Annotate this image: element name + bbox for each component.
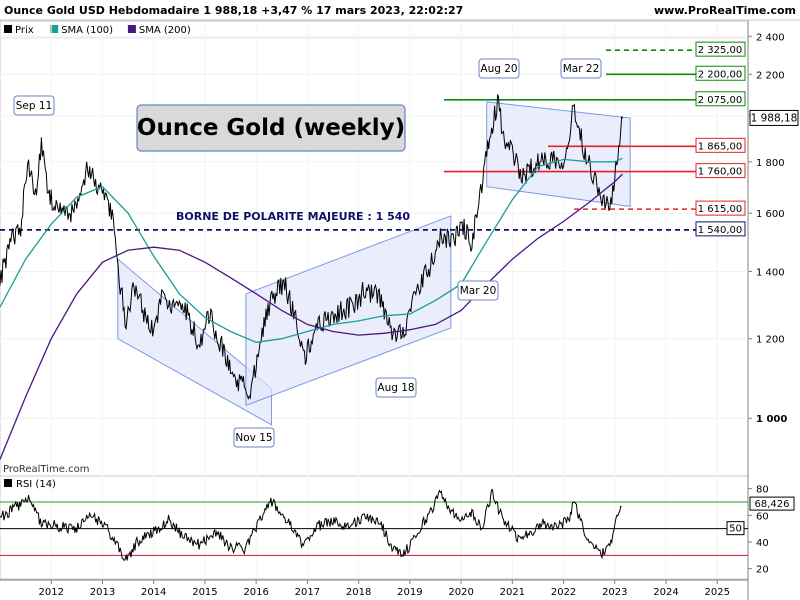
price-levels: 2 325,00 2 200,00 2 075,00 1 865,00 1 760,00… — [0, 41, 746, 237]
x-tick-label-9: 2021 — [500, 587, 525, 598]
annotation-1: Nov 15 — [235, 432, 272, 444]
level-label-3: 1 865,00 — [698, 141, 743, 152]
level-label-6: 1 540,00 — [698, 225, 743, 236]
level-label-box-4 — [695, 163, 746, 179]
legend-label-2: SMA (200) — [139, 25, 191, 36]
annotations: Sep 11 Nov 15 Aug 18 Mar 20 Aug 20 Mar 22 — [13, 58, 602, 448]
rsi-panel: RSI (14) 20 40 60 80 68,426 50 — [0, 479, 795, 576]
x-tick-label-12: 2024 — [653, 587, 678, 598]
y-tick-label-4: 1 800 — [756, 158, 785, 169]
x-tick-label-2: 2014 — [141, 587, 166, 598]
x-tick-label-8: 2020 — [448, 587, 473, 598]
current-price-box — [749, 109, 799, 126]
series-sma-200 — [0, 173, 623, 460]
watermark: ProRealTime.com — [3, 464, 89, 475]
x-tick-label-3: 2015 — [192, 587, 217, 598]
level-label-box-0 — [695, 41, 746, 57]
rsi-tick-label-3: 80 — [756, 485, 769, 496]
y-tick-label-1: 1 200 — [756, 335, 785, 346]
x-tick-label-11: 2023 — [602, 587, 627, 598]
y-tick-label-7: 2 400 — [756, 32, 785, 43]
big-title-box — [136, 104, 406, 152]
x-tick-label-4: 2016 — [243, 587, 268, 598]
legend: Prix SMA (100) SMA (200) — [0, 25, 748, 39]
series-rsi — [0, 489, 622, 562]
series-prix — [0, 94, 623, 400]
rsi-tick-label-1: 40 — [756, 538, 769, 549]
level-label-box-2 — [695, 91, 746, 107]
annotation-0: Sep 11 — [16, 100, 53, 112]
annotation-4: Aug 20 — [480, 63, 517, 75]
level-label-2: 2 075,00 — [698, 95, 743, 106]
big-title: Ounce Gold (weekly) — [137, 115, 405, 141]
level-label-5: 1 615,00 — [698, 204, 743, 215]
polarity-label: BORNE DE POLARITE MAJEURE : 1 540 — [176, 210, 410, 223]
annotation-2: Aug 18 — [377, 382, 414, 394]
legend-label-1: SMA (100) — [61, 25, 113, 36]
annotation-box-3 — [457, 280, 499, 301]
legend-swatch-1 — [50, 25, 59, 33]
level-label-box-5 — [695, 200, 746, 216]
chart-title: Ounce Gold USD Hebdomadaire 1 988,18 +3,… — [4, 4, 463, 17]
rsi-value-label: 68,426 — [755, 499, 790, 510]
rsi-title: RSI (14) — [16, 479, 56, 490]
legend-swatch-2 — [127, 25, 136, 33]
annotation-3: Mar 20 — [460, 285, 497, 297]
level-label-1: 2 200,00 — [698, 69, 743, 80]
x-axis: 2012 2013 2014 2015 2016 2017 2018 2019 2020 2021… — [0, 579, 748, 598]
level-label-4: 1 760,00 — [698, 167, 743, 178]
level-label-box-6 — [695, 221, 746, 237]
price-series — [0, 94, 623, 460]
level-label-box-1 — [695, 65, 746, 81]
current-price-label: 1 988,18 — [751, 112, 798, 124]
x-tick-label-1: 2013 — [90, 587, 115, 598]
level-label-box-3 — [695, 137, 746, 153]
y-tick-label-0: 1 000 — [756, 414, 787, 425]
x-tick-label-13: 2025 — [705, 587, 730, 598]
annotation-box-4 — [478, 58, 520, 79]
annotation-5: Mar 22 — [563, 63, 600, 75]
annotation-box-5 — [560, 58, 602, 79]
y-tick-label-3: 1 600 — [756, 209, 785, 220]
rsi-value-box — [749, 496, 795, 511]
annotation-box-0 — [13, 95, 55, 116]
x-tick-label-0: 2012 — [39, 587, 64, 598]
rsi-swatch — [4, 479, 12, 487]
annotation-box-2 — [375, 377, 417, 398]
site-url[interactable]: www.ProRealTime.com — [654, 4, 796, 17]
rsi-50-box — [726, 521, 745, 536]
x-tick-label-10: 2022 — [551, 587, 576, 598]
annotation-box-1 — [233, 427, 275, 448]
x-tick-label-6: 2018 — [346, 587, 371, 598]
y-tick-label-2: 1 400 — [756, 267, 785, 278]
rsi-tick-label-0: 20 — [756, 565, 769, 576]
legend-swatch-0 — [4, 25, 12, 33]
legend-label-0: Prix — [15, 25, 34, 36]
y-tick-label-6: 2 200 — [756, 70, 785, 81]
rsi-50-label: 50 — [729, 524, 742, 535]
x-tick-label-5: 2017 — [295, 587, 320, 598]
level-label-0: 2 325,00 — [698, 45, 743, 56]
rsi-tick-label-2: 60 — [756, 511, 769, 522]
x-tick-label-7: 2019 — [397, 587, 422, 598]
